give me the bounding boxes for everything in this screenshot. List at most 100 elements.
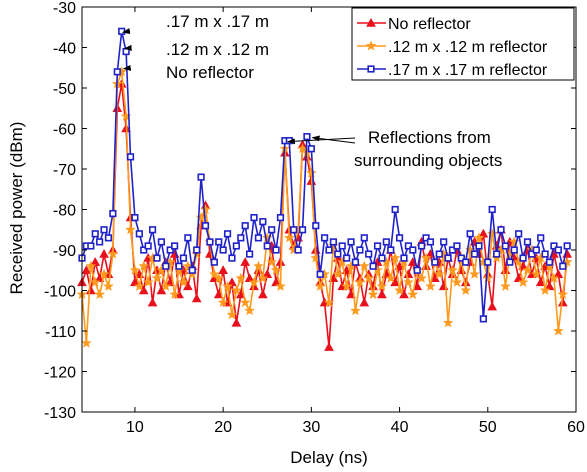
data-point — [250, 214, 258, 222]
data-point — [96, 238, 104, 246]
data-point — [290, 226, 298, 234]
data-point — [407, 288, 419, 300]
data-point — [131, 214, 139, 222]
data-point — [528, 250, 536, 258]
data-point — [193, 246, 201, 254]
data-point — [160, 280, 172, 292]
data-point — [499, 280, 511, 292]
data-point — [213, 289, 224, 299]
data-point — [523, 238, 532, 246]
data-point — [369, 262, 377, 270]
annotation-arrow — [123, 44, 132, 51]
data-point — [550, 242, 558, 250]
data-point — [109, 209, 117, 218]
y-tick-label: -40 — [53, 41, 76, 58]
data-point — [548, 272, 560, 283]
data-point — [98, 268, 110, 279]
axes-layer: 10 20 30 40 50 60 -130 -120 -110 -100 -90 -80 -70 -60… — [44, 0, 585, 436]
data-point — [479, 315, 487, 323]
data-point — [151, 272, 163, 283]
x-tick-label: 10 — [126, 419, 144, 436]
data-point — [522, 264, 533, 275]
data-point — [323, 296, 335, 308]
data-point — [376, 280, 388, 292]
data-point — [387, 246, 395, 254]
y-tick-label: -50 — [53, 81, 76, 98]
data-point — [469, 268, 480, 279]
data-point — [133, 280, 145, 292]
y-tick-label: -90 — [53, 243, 76, 260]
data-point — [559, 262, 567, 270]
data-point — [276, 214, 285, 222]
data-point — [171, 242, 179, 250]
data-point — [237, 234, 245, 242]
y-tick-label: -80 — [53, 203, 76, 220]
data-point — [157, 238, 165, 246]
data-point — [343, 254, 351, 262]
data-point — [140, 246, 148, 254]
data-point — [261, 232, 273, 243]
data-point — [425, 280, 436, 292]
data-point — [363, 272, 375, 283]
data-point — [400, 254, 408, 262]
data-point — [118, 27, 126, 35]
data-point — [351, 258, 360, 266]
data-point — [129, 264, 141, 275]
data-point — [230, 284, 242, 296]
data-point — [197, 173, 205, 181]
data-point — [530, 268, 542, 279]
data-point — [107, 248, 119, 259]
data-point — [488, 205, 496, 214]
data-point — [418, 242, 426, 250]
data-point — [120, 110, 132, 121]
data-point — [365, 250, 373, 258]
data-point — [90, 257, 101, 266]
data-point — [305, 167, 317, 178]
annotation-arrow — [121, 28, 131, 34]
data-point — [125, 224, 136, 235]
y-tick-label: -120 — [44, 365, 76, 382]
data-point — [270, 264, 282, 275]
annotation-text: .12 m x .12 m — [166, 40, 269, 59]
data-point — [254, 234, 263, 242]
legend-label: .17 m x .17 m reflector — [388, 62, 548, 79]
data-point — [395, 234, 404, 242]
data-point — [487, 301, 498, 311]
data-point — [113, 68, 121, 76]
data-point — [539, 284, 551, 296]
data-point — [316, 270, 324, 278]
data-point — [104, 234, 113, 242]
data-point — [426, 238, 435, 246]
data-point — [466, 230, 474, 238]
data-point — [217, 296, 229, 308]
data-point — [552, 325, 564, 336]
data-point — [332, 268, 344, 279]
data-point — [100, 226, 108, 234]
y-tick-label: -130 — [44, 405, 76, 422]
data-point — [448, 246, 457, 254]
data-point — [138, 260, 150, 271]
annotation-arrow — [286, 137, 356, 145]
data-point — [257, 272, 269, 283]
data-point — [85, 260, 97, 271]
annotation-arrow — [122, 64, 132, 71]
data-point — [103, 280, 114, 292]
data-point — [475, 242, 483, 250]
data-point — [215, 238, 223, 246]
series-2 — [78, 27, 571, 323]
x-tick-label: 20 — [214, 419, 232, 436]
data-point — [554, 246, 562, 254]
data-point — [162, 262, 170, 270]
data-point — [444, 254, 452, 262]
data-point — [506, 258, 514, 266]
data-point — [341, 280, 353, 292]
data-point — [537, 234, 545, 242]
y-tick-label: -100 — [44, 284, 76, 301]
data-point — [416, 272, 428, 283]
y-tick-label: -110 — [45, 324, 76, 341]
annotation-text: No reflector — [166, 63, 254, 82]
data-point — [510, 246, 518, 254]
data-point — [208, 268, 220, 279]
data-point — [482, 272, 494, 283]
